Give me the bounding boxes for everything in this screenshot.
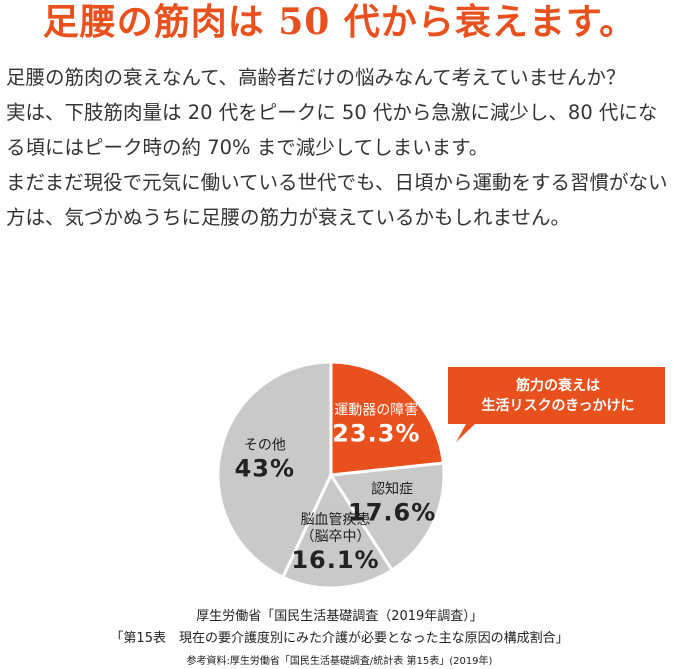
category-label: 運動器の障害 — [334, 402, 419, 419]
slice-label: その他 43% — [235, 438, 295, 483]
value-label: 16.1% — [291, 545, 380, 574]
category-label: その他 — [243, 437, 286, 454]
pie-chart — [216, 360, 665, 590]
pie-slice — [216, 360, 333, 580]
source: 「第15表 現在の要介護度別にみた介護が必要となった主な原因の構成割合」 — [110, 631, 569, 646]
callout-box — [448, 367, 665, 442]
value-label: 23.3% — [332, 419, 421, 448]
pie-slice — [280, 471, 395, 590]
body-text: 足腰の筋肉の衰えなんて、高齢者だけの悩みなんて考えていませんか？ 実は、下肢筋肉… — [6, 60, 676, 235]
category-label: 認知症 — [371, 481, 414, 498]
pie-slice — [328, 461, 446, 573]
annotation: 筋力の衰えは 生活リスクのきっかけに — [481, 378, 635, 414]
paragraph: まだまだ現役で元気に働いている世代でも、日頃から運動をする習慣がない方は、気づか… — [6, 171, 668, 229]
title: 足腰の筋肉は 50 代から衰えます。 — [42, 1, 637, 43]
pie-slice — [329, 360, 446, 477]
slice-label: 脳血管疾患 （脳卒中） 16.1% — [291, 512, 379, 574]
source: 参考資料:厚生労働省「国民生活基礎調査/統計表 第15表」(2019年) — [186, 656, 493, 667]
paragraph: 実は、下肢筋肉量は 20 代をピークに 50 代から急激に減少し、80 代になる… — [6, 101, 658, 159]
source: 厚生労働省「国民生活基礎調査（2019年調査）」 — [196, 609, 483, 624]
category-label: 脳血管疾患 （脳卒中） — [300, 511, 371, 545]
slice-label: 運動器の障害 23.3% — [332, 402, 420, 447]
value-label: 17.6% — [348, 498, 437, 527]
value-label: 43% — [234, 454, 296, 483]
paragraph: 足腰の筋肉の衰えなんて、高齢者だけの悩みなんて考えていませんか？ — [6, 66, 626, 89]
slice-label: 認知症 17.6% — [348, 482, 436, 527]
